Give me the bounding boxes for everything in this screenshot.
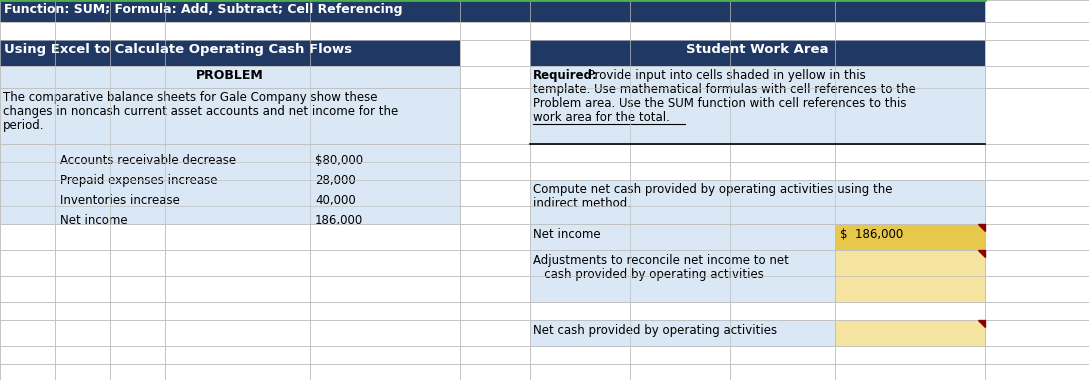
Text: Net income: Net income bbox=[60, 214, 127, 227]
Bar bbox=[530, 66, 984, 144]
Text: $80,000: $80,000 bbox=[315, 154, 363, 167]
Text: Prepaid expenses increase: Prepaid expenses increase bbox=[60, 174, 218, 187]
Bar bbox=[530, 180, 984, 224]
Bar bbox=[0, 88, 460, 144]
Bar bbox=[530, 224, 835, 250]
Polygon shape bbox=[978, 250, 984, 257]
Text: Net cash provided by operating activities: Net cash provided by operating activitie… bbox=[533, 324, 778, 337]
Bar bbox=[984, 0, 1089, 22]
Text: Student Work Area: Student Work Area bbox=[686, 43, 829, 56]
Text: changes in noncash current asset accounts and net income for the: changes in noncash current asset account… bbox=[3, 105, 399, 118]
Polygon shape bbox=[978, 320, 984, 327]
Text: Adjustments to reconcile net income to net: Adjustments to reconcile net income to n… bbox=[533, 254, 788, 267]
Text: 28,000: 28,000 bbox=[315, 174, 356, 187]
Bar bbox=[530, 250, 835, 302]
Text: Inventories increase: Inventories increase bbox=[60, 194, 180, 207]
Text: Net income: Net income bbox=[533, 228, 601, 241]
Text: cash provided by operating activities: cash provided by operating activities bbox=[533, 268, 763, 281]
Text: Provide input into cells shaded in yellow in this: Provide input into cells shaded in yello… bbox=[584, 69, 866, 82]
Bar bbox=[835, 250, 984, 302]
Text: The comparative balance sheets for Gale Company show these: The comparative balance sheets for Gale … bbox=[3, 91, 378, 104]
Bar bbox=[0, 66, 460, 88]
Text: indirect method.: indirect method. bbox=[533, 197, 631, 210]
Text: Accounts receivable decrease: Accounts receivable decrease bbox=[60, 154, 236, 167]
Text: $  186,000: $ 186,000 bbox=[840, 228, 903, 241]
Text: Function: SUM; Formula: Add, Subtract; Cell Referencing: Function: SUM; Formula: Add, Subtract; C… bbox=[4, 3, 403, 16]
Text: 186,000: 186,000 bbox=[315, 214, 364, 227]
Bar bbox=[835, 224, 984, 250]
Text: 40,000: 40,000 bbox=[315, 194, 356, 207]
Text: Required:: Required: bbox=[533, 69, 598, 82]
Bar bbox=[530, 40, 984, 66]
Bar bbox=[530, 320, 835, 346]
Text: period.: period. bbox=[3, 119, 45, 132]
Bar bbox=[0, 0, 984, 22]
Bar bbox=[0, 40, 460, 66]
Text: work area for the total.: work area for the total. bbox=[533, 111, 670, 124]
Text: PROBLEM: PROBLEM bbox=[196, 69, 264, 82]
Text: Problem area. Use the SUM function with cell references to this: Problem area. Use the SUM function with … bbox=[533, 97, 906, 110]
Text: Compute net cash provided by operating activities using the: Compute net cash provided by operating a… bbox=[533, 183, 893, 196]
Bar bbox=[0, 144, 460, 224]
Bar bbox=[835, 320, 984, 346]
Text: template. Use mathematical formulas with cell references to the: template. Use mathematical formulas with… bbox=[533, 83, 916, 96]
Text: Using Excel to Calculate Operating Cash Flows: Using Excel to Calculate Operating Cash … bbox=[4, 43, 352, 56]
Polygon shape bbox=[978, 224, 984, 231]
